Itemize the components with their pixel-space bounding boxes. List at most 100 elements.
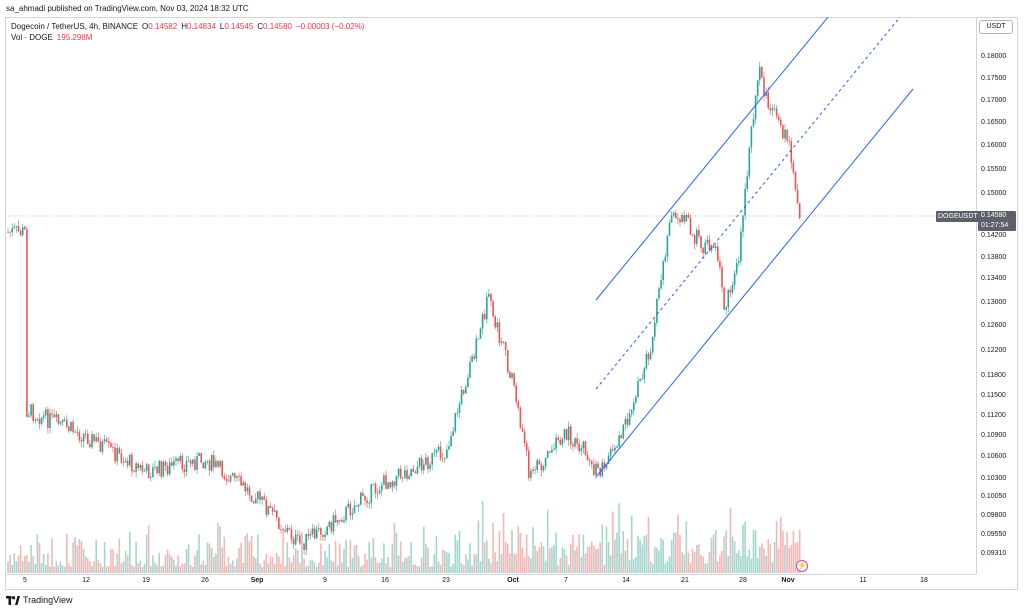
candle-body [719, 260, 721, 268]
volume-bar [200, 564, 202, 573]
volume-bar [47, 553, 49, 573]
candle-body [746, 176, 748, 189]
candle-body [334, 515, 337, 523]
volume-bar [727, 556, 730, 573]
volume-bar [13, 553, 16, 573]
candle-body [164, 461, 167, 467]
volume-bar [74, 537, 76, 573]
candle-body [555, 437, 557, 449]
volume-bar [353, 545, 356, 573]
candle-body [263, 496, 265, 500]
volume-bar [408, 556, 410, 573]
volume-bar [385, 563, 387, 573]
volume-bar [557, 565, 559, 573]
volume-bar [738, 550, 740, 573]
volume-bar [479, 561, 482, 573]
volume-bar [219, 526, 221, 573]
volume-bar [620, 552, 622, 573]
volume-bar [672, 532, 675, 573]
candle-body [273, 510, 276, 512]
volume-bar [597, 548, 599, 573]
volume-bar [519, 533, 522, 573]
volume-bar [481, 501, 484, 573]
volume-bar [525, 534, 528, 573]
candlestick-chart[interactable] [5, 17, 976, 574]
time-tick-label: 11 [859, 577, 867, 584]
channel-lower-line [595, 88, 914, 478]
volume-bar [486, 540, 488, 573]
volume-bar [263, 560, 265, 573]
candle-body [366, 500, 368, 504]
candle-body [339, 520, 341, 521]
volume-bar [437, 561, 440, 573]
volume-bar [273, 564, 276, 573]
volume-bar [221, 547, 223, 573]
volume-bar [780, 516, 782, 573]
volume-bar [509, 553, 511, 573]
candle-body [387, 482, 389, 489]
volume-bar [206, 542, 209, 573]
volume-bar [742, 524, 744, 573]
candle-body [544, 457, 547, 467]
volume-bar [536, 550, 538, 573]
bar-countdown: 01:27:54 [981, 222, 1009, 229]
volume-label[interactable]: Vol · DOGE [11, 33, 53, 42]
candle-body [370, 484, 373, 503]
candle-body [471, 356, 473, 362]
candle-body [210, 455, 213, 471]
volume-bar [404, 558, 406, 573]
candle-body [166, 466, 169, 475]
volume-bar [364, 553, 366, 573]
volume-bar [658, 550, 660, 573]
footer-brand: TradingView [6, 595, 73, 605]
volume-bar [208, 543, 211, 573]
price-tick-label: 0.14200 [981, 232, 1007, 239]
volume-bar [189, 564, 192, 573]
volume-bar [635, 556, 637, 573]
candle-body [441, 458, 444, 460]
candle-body [509, 371, 511, 378]
candle-body [381, 485, 383, 491]
candle-body [17, 226, 20, 231]
volume-bar [439, 564, 442, 573]
volume-bar [204, 564, 207, 573]
high-value: 0.14834 [186, 22, 216, 31]
tradingview-logo-icon [6, 595, 20, 605]
time-scale[interactable] [5, 574, 976, 590]
candle-body [759, 67, 761, 81]
candle-body [433, 452, 436, 454]
candle-body [187, 460, 190, 462]
price-tick-label: 0.09550 [981, 531, 1007, 538]
volume-bar [467, 559, 469, 573]
candle-body [360, 492, 362, 505]
candle-body [154, 466, 156, 468]
candle-body [429, 464, 431, 469]
chart-plot-area[interactable] [5, 17, 976, 574]
volume-bar [496, 560, 499, 573]
volume-bar [387, 557, 389, 573]
candle-body [605, 464, 608, 469]
candle-body [565, 428, 568, 441]
volume-bar [645, 534, 648, 573]
volume-bar [622, 531, 625, 573]
candle-body [677, 218, 679, 220]
volume-bar [532, 527, 534, 573]
volume-bar [576, 546, 578, 573]
price-scale[interactable] [976, 17, 1018, 574]
candle-body [292, 539, 295, 545]
candle-body [761, 67, 763, 78]
candle-body [504, 341, 507, 350]
candle-body [326, 526, 328, 535]
candle-body [19, 230, 22, 236]
candle-body [672, 212, 675, 216]
volume-bar [777, 548, 780, 573]
symbol-title[interactable]: Dogecoin / TetherUS, 4h, BINANCE [11, 22, 139, 31]
candle-body [24, 227, 26, 230]
candle-body [614, 447, 616, 451]
volume-value: 195.298M [56, 33, 93, 42]
lightning-icon[interactable]: ⚡ [796, 560, 808, 572]
candle-body [479, 328, 482, 339]
currency-button[interactable]: USDT [979, 20, 1013, 34]
candle-body [521, 427, 524, 432]
candle-body [61, 419, 64, 423]
